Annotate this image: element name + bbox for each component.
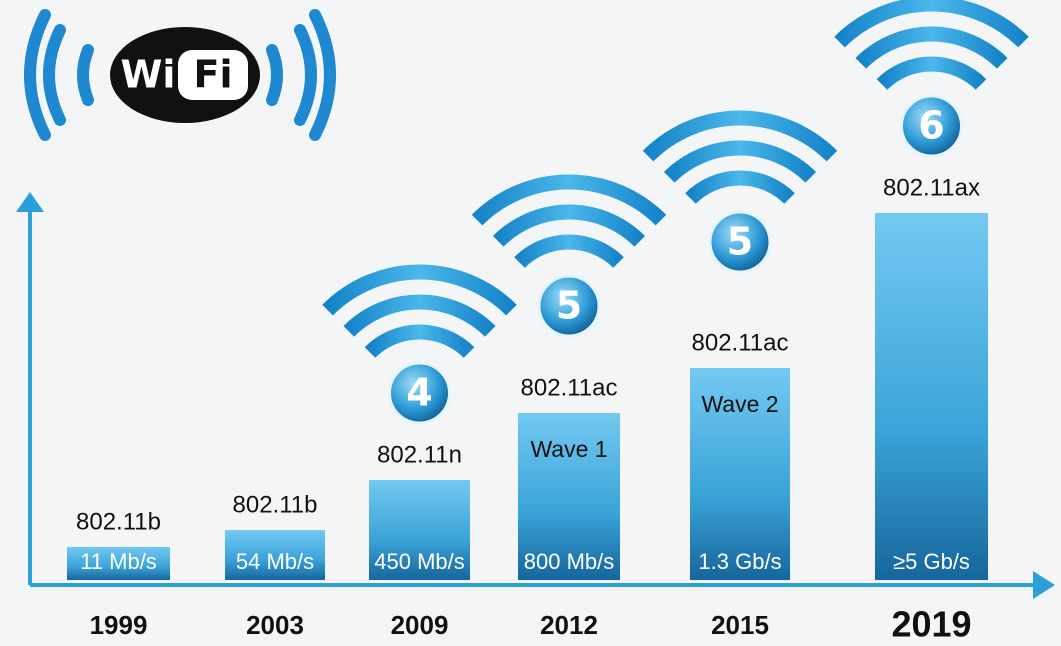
wifi-arc xyxy=(642,110,838,162)
logo-text: Wi xyxy=(121,53,176,97)
wifi-arc xyxy=(855,26,1008,69)
standard-label: 802.11n xyxy=(377,441,462,468)
wifi-logo: Wi Fi xyxy=(24,9,336,141)
wifi-arc xyxy=(834,0,1029,48)
wifi-arc xyxy=(343,294,496,337)
standard-label: 802.11ax xyxy=(883,174,980,201)
speed-bar xyxy=(225,530,325,580)
year-label: 2019 xyxy=(891,604,971,645)
wifi-arc xyxy=(514,234,624,268)
generation-number: 5 xyxy=(556,284,582,328)
speed-label: 800 Mb/s xyxy=(524,549,615,574)
standard-label: 802.11ac xyxy=(692,329,789,356)
year-label: 2015 xyxy=(711,610,769,640)
year-label: 1999 xyxy=(90,610,148,640)
wave-label: Wave 2 xyxy=(701,391,778,417)
generation-badge xyxy=(388,361,451,425)
year-label: 2009 xyxy=(391,610,449,640)
speed-bar xyxy=(67,547,170,580)
generation-badge xyxy=(708,210,772,274)
year-label: 2012 xyxy=(540,610,598,640)
wifi-arc xyxy=(685,170,795,204)
generation-number: 6 xyxy=(918,104,944,148)
standard-label: 802.11ac xyxy=(521,374,618,401)
standard-label: 802.11b xyxy=(233,491,318,518)
speed-bar xyxy=(875,213,988,580)
speed-bar xyxy=(369,480,470,580)
speed-label: 54 Mb/s xyxy=(236,549,314,574)
speed-label: 450 Mb/s xyxy=(374,549,465,574)
generation-number: 5 xyxy=(727,220,753,264)
speed-label: 1.3 Gb/s xyxy=(698,549,781,574)
wifi-arc xyxy=(322,264,517,316)
axes xyxy=(16,192,1055,599)
speed-bar xyxy=(518,413,620,580)
wifi-arc xyxy=(471,174,667,226)
standard-label: 802.11b xyxy=(76,508,161,535)
wave-label: Wave 1 xyxy=(530,436,607,462)
wifi-arc xyxy=(492,204,646,247)
speed-bar xyxy=(690,368,790,580)
speed-label: ≥5 Gb/s xyxy=(893,549,970,574)
wifi-arc xyxy=(663,140,817,183)
wifi-arc xyxy=(876,56,987,90)
wifi-arc xyxy=(364,324,475,358)
generation-number: 4 xyxy=(406,371,432,415)
speed-label: 11 Mb/s xyxy=(80,549,157,574)
year-label: 2003 xyxy=(246,610,304,640)
logo-text: Fi xyxy=(194,53,233,97)
generation-badge xyxy=(900,94,963,158)
generation-badge xyxy=(537,274,601,338)
